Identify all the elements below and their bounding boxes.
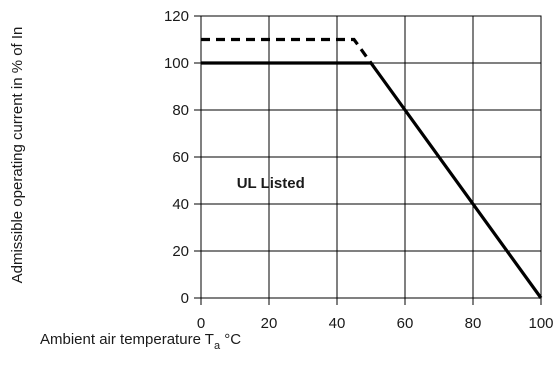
- annotations: UL Listed: [237, 175, 305, 192]
- x-axis-label: Ambient air temperature Ta °C: [40, 331, 241, 352]
- y-axis-label: Admissible operating current in % of In: [9, 27, 26, 284]
- series-line-dashed: [201, 37, 373, 64]
- series-line-solid: [201, 61, 543, 299]
- x-tick-label-20: 20: [261, 315, 278, 332]
- x-axis-label-unit: °C: [220, 331, 241, 348]
- y-tick-label-0: 0: [181, 290, 189, 307]
- y-tick-label-120: 120: [164, 8, 189, 25]
- y-tick-label-100: 100: [164, 55, 189, 72]
- x-tick-label-80: 80: [465, 315, 482, 332]
- annotation-label-0: UL Listed: [237, 175, 305, 192]
- x-axis-label-subscript: a: [214, 340, 221, 352]
- x-tick-label-40: 40: [329, 315, 346, 332]
- x-axis-label-main: Ambient air temperature T: [40, 331, 214, 348]
- grid-lines: [201, 16, 541, 298]
- x-tick-labels: 0 20 40 60 80 100: [197, 315, 554, 332]
- axis-ticks: [194, 15, 542, 305]
- x-tick-label-100: 100: [528, 315, 553, 332]
- y-tick-label-80: 80: [172, 102, 189, 119]
- y-tick-label-60: 60: [172, 149, 189, 166]
- x-tick-label-0: 0: [197, 315, 205, 332]
- y-tick-labels: 0 20 40 60 80 100 120: [164, 8, 189, 307]
- x-tick-label-60: 60: [397, 315, 414, 332]
- y-tick-label-20: 20: [172, 243, 189, 260]
- y-tick-label-40: 40: [172, 196, 189, 213]
- series-group: [201, 37, 543, 299]
